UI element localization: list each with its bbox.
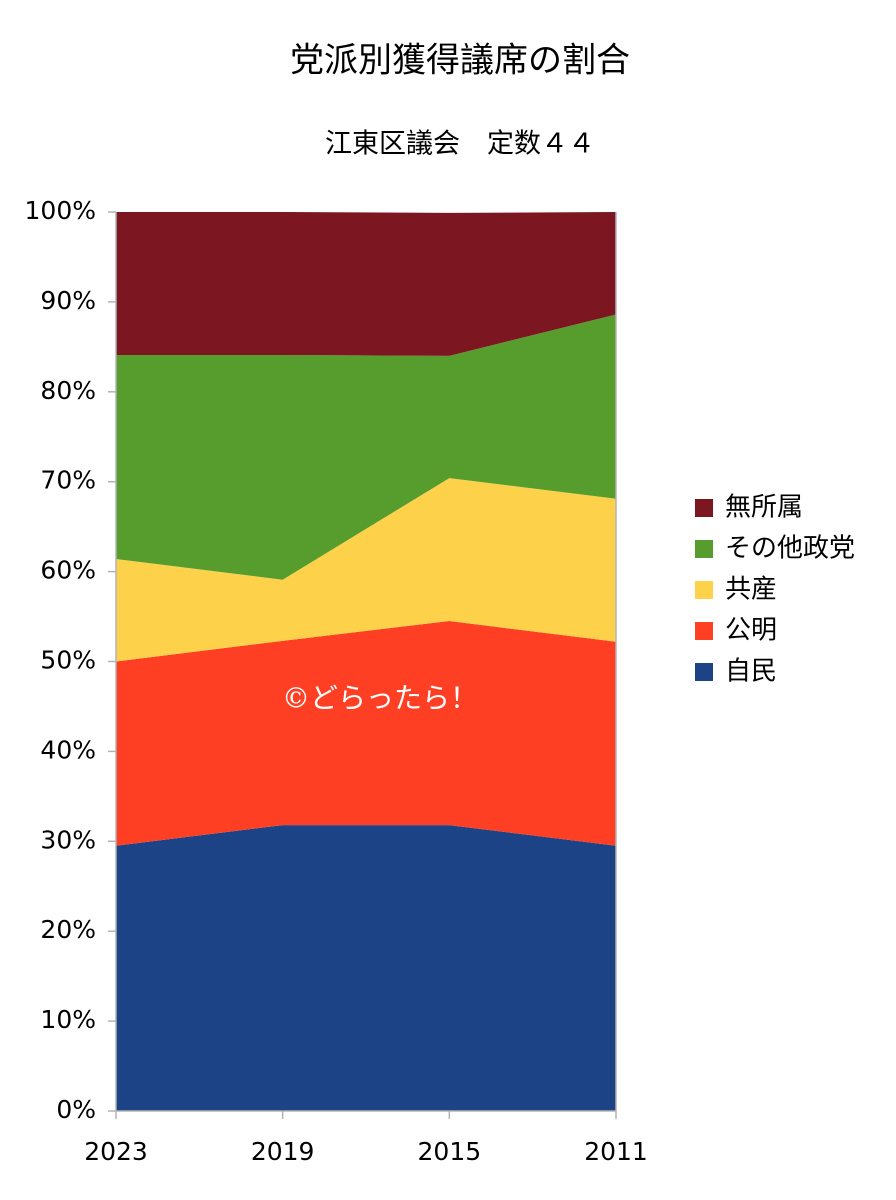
legend-label: 自民 [725,657,777,687]
y-tick-label: 80% [40,376,96,405]
y-tick-label: 30% [40,825,96,854]
legend-swatch [695,581,713,599]
chart-subtitle: 江東区議会 定数４４ [325,129,595,160]
y-tick-label: 70% [40,466,96,495]
y-tick-label: 90% [40,286,96,315]
area [116,825,616,1111]
legend-swatch [695,622,713,640]
y-tick-label: 20% [40,915,96,944]
legend-label: その他政党 [725,534,855,564]
area [116,314,616,580]
area [116,212,616,356]
legend-swatch [695,540,713,558]
x-tick-label: 2019 [251,1137,315,1166]
y-tick-label: 50% [40,646,96,675]
chart-title: 党派別獲得議席の割合 [290,41,630,81]
legend-label: 無所属 [725,493,803,523]
legend-swatch [695,663,713,681]
area [116,478,616,662]
area [116,621,616,846]
x-tick-label: 2011 [584,1137,648,1166]
x-tick-label: 2015 [418,1137,482,1166]
legend-swatch [695,499,713,517]
y-tick-label: 60% [40,556,96,585]
y-tick-label: 100% [25,196,96,225]
legend-label: 共産 [725,575,777,605]
y-tick-label: 0% [56,1095,96,1124]
y-tick-label: 10% [40,1005,96,1034]
legend-label: 公明 [725,616,777,646]
x-tick-label: 2023 [84,1137,148,1166]
watermark: ©どらったら！ [282,682,478,715]
y-tick-label: 40% [40,735,96,764]
